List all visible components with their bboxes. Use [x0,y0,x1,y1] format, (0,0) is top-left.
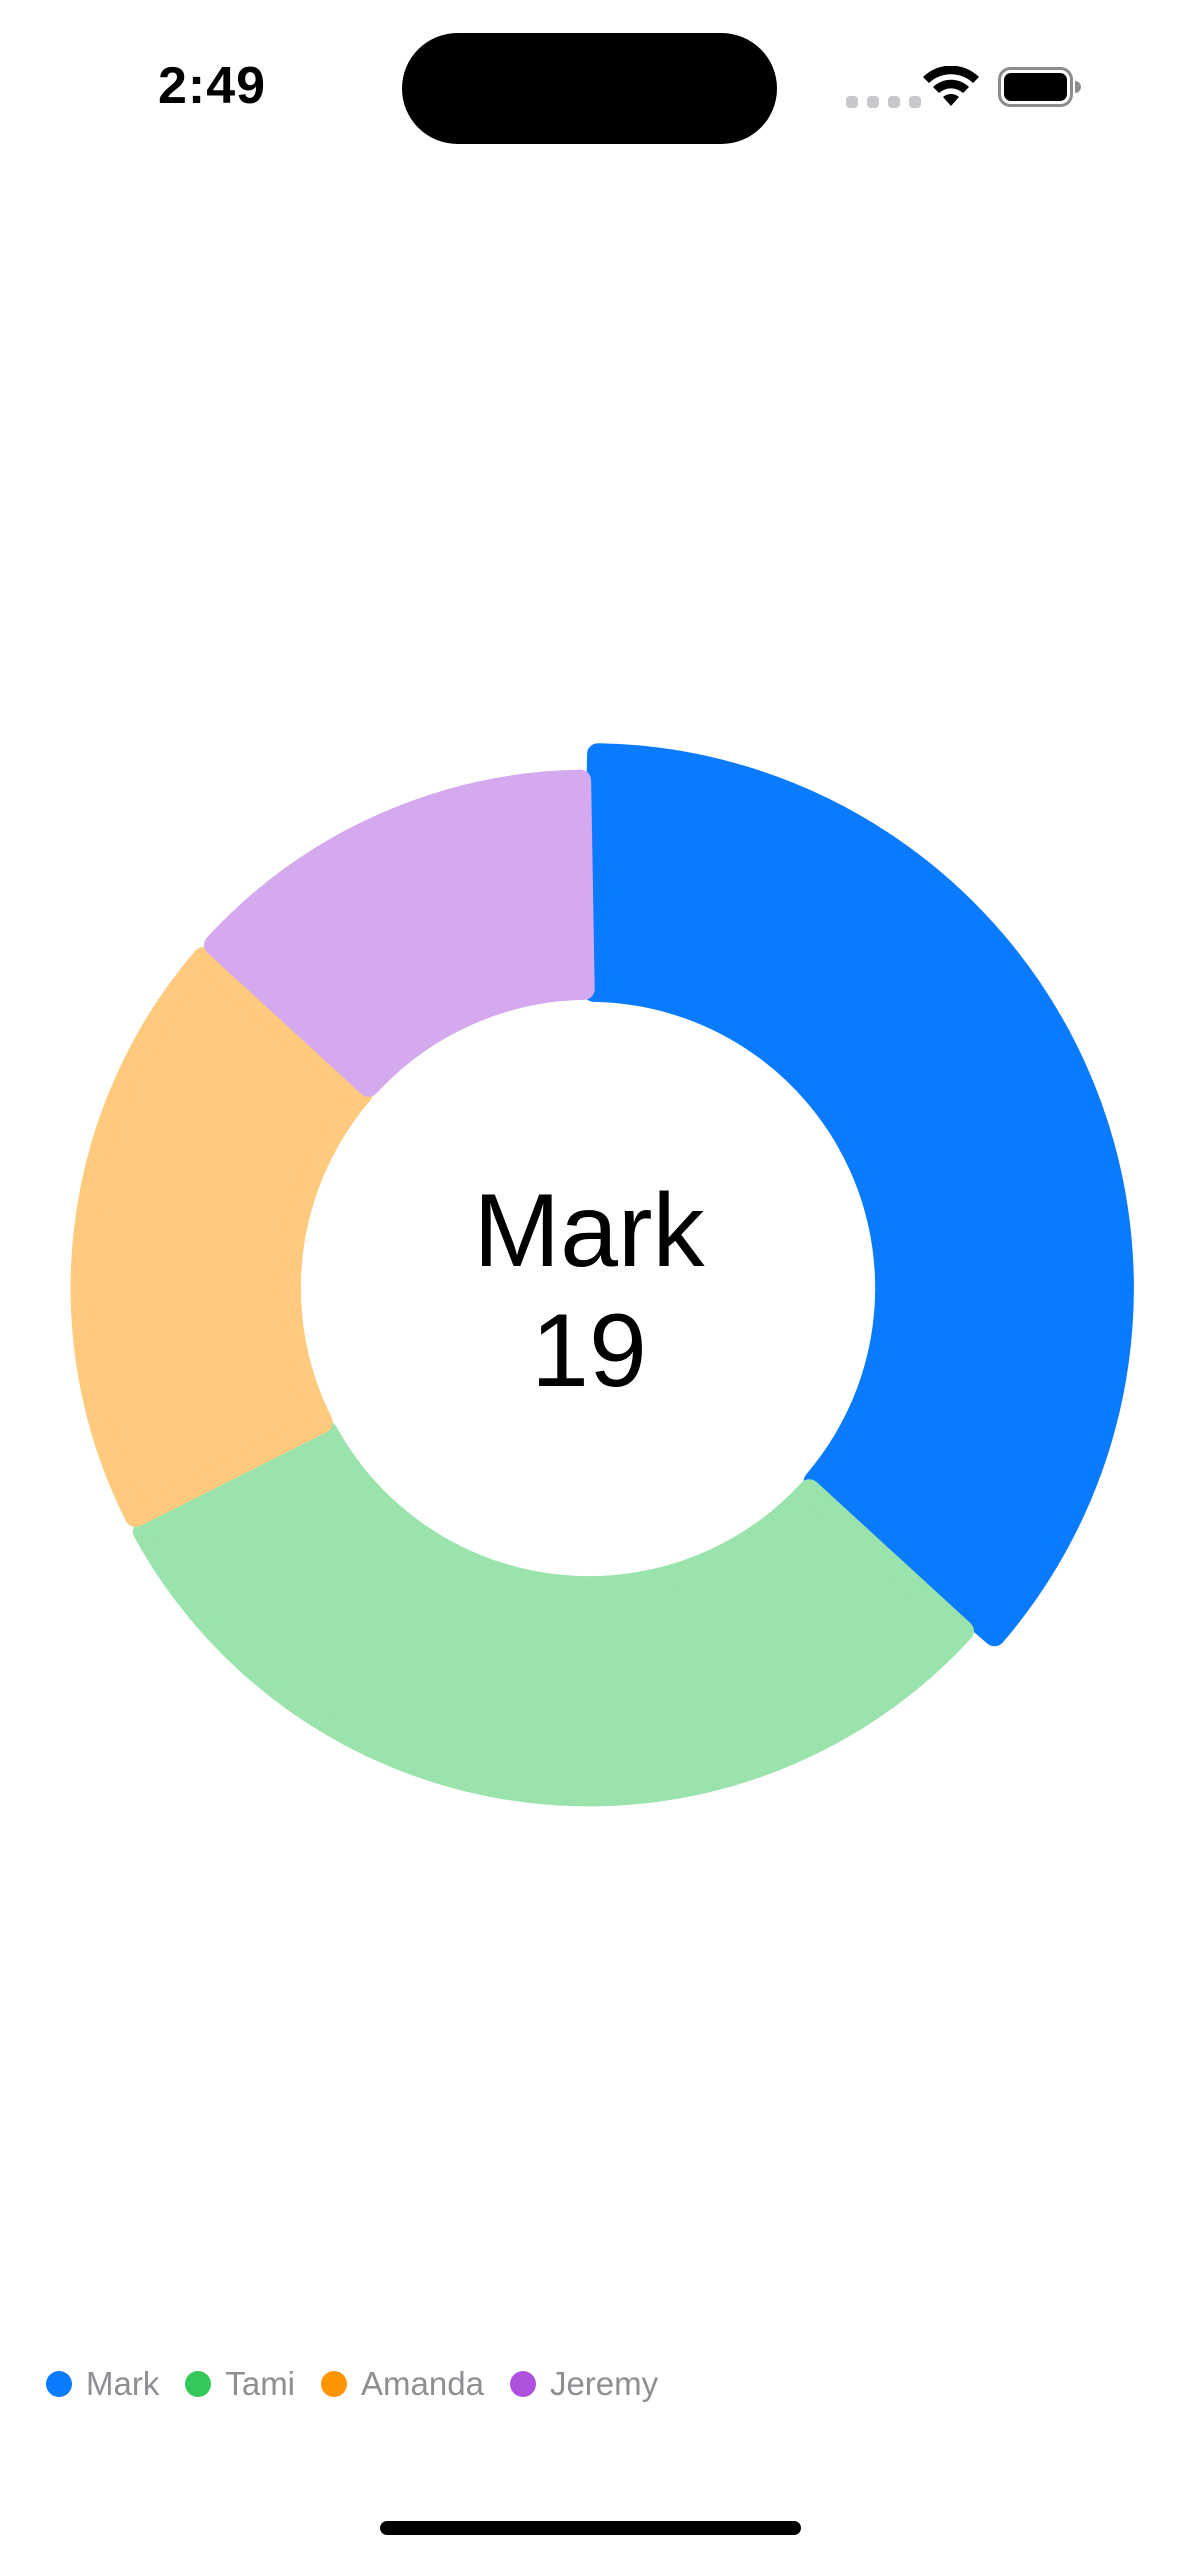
dynamic-island [402,33,777,144]
legend-label: Amanda [361,2365,484,2402]
legend-label: Tami [225,2365,296,2402]
legend-item-amanda: Amanda [321,2364,484,2404]
legend-dot-icon [46,2371,72,2397]
cellular-signal-icon [846,96,921,108]
legend-dot-icon [509,2371,536,2397]
slice-mark[interactable] [583,743,1134,1647]
legend-item-jeremy: Jeremy [509,2364,659,2404]
legend-label: Mark [86,2365,160,2402]
legend-item-mark: Mark [46,2364,159,2404]
chart-legend: Mark Tami Amanda Jeremy [46,2364,658,2404]
wifi-icon [923,66,979,106]
legend-dot-icon [185,2371,212,2397]
legend-dot-icon [321,2371,348,2397]
legend-label: Jeremy [549,2365,659,2402]
donut-chart[interactable] [0,720,1179,1820]
selected-value: 19 [531,1293,647,1409]
slice-amanda[interactable] [70,947,373,1528]
selected-name: Mark [473,1173,705,1289]
battery-icon [998,67,1081,107]
legend-item-tami: Tami [185,2364,295,2404]
home-indicator[interactable] [380,2521,801,2535]
slice-tami[interactable] [132,1420,974,1807]
slice-jeremy[interactable] [204,769,595,1097]
status-time: 2:49 [158,57,267,115]
